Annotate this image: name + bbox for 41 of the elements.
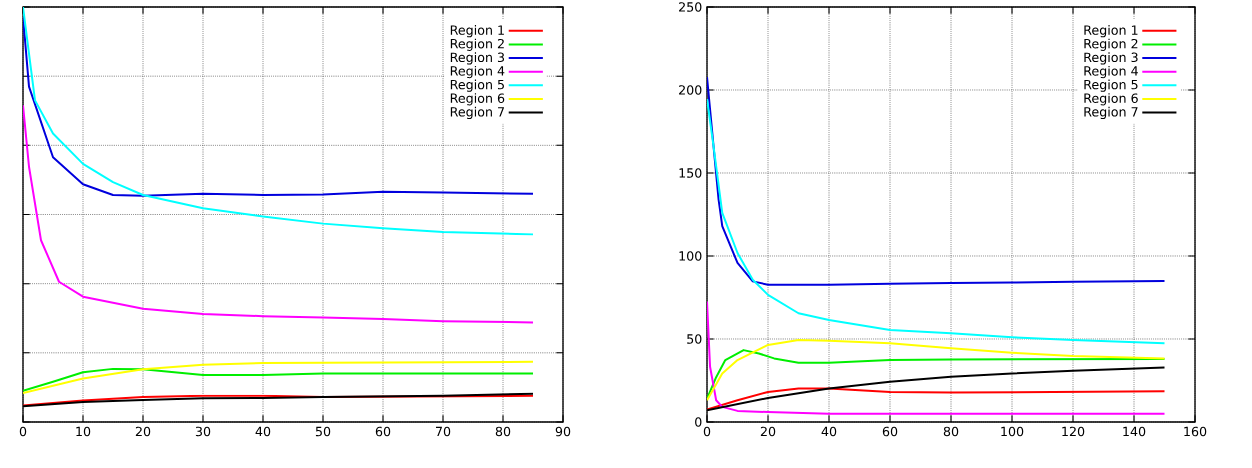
- x-tick-label: 0: [703, 426, 711, 437]
- x-tick-label: 60: [375, 426, 391, 437]
- y-tick-label: 0: [695, 417, 702, 427]
- x-tick-label: 40: [255, 426, 271, 437]
- legend-label: Region 5: [1084, 79, 1138, 92]
- legend-label: Region 7: [1084, 106, 1138, 120]
- x-tick-label: 160: [1184, 426, 1207, 437]
- x-tick-label: 30: [195, 426, 211, 437]
- legend-label: Region 4: [450, 65, 505, 79]
- x-tick-label: 50: [315, 426, 331, 437]
- legend-label: Region 1: [1084, 25, 1138, 38]
- line-series: [707, 387, 1166, 411]
- legend-label: Region 6: [450, 93, 505, 106]
- legend-label: Region 3: [1084, 52, 1138, 65]
- legend-label: Region 5: [450, 79, 504, 92]
- legend-label: Region 4: [1084, 65, 1138, 79]
- legend-label: Region 3: [450, 52, 505, 65]
- line-series: [707, 338, 1166, 402]
- y-tick-label: 150: [679, 168, 702, 178]
- y-tick-label: 50: [687, 334, 702, 344]
- x-tick-label: 70: [435, 426, 451, 437]
- legend-label: Region 7: [450, 106, 504, 120]
- legend-label: Region 2: [1084, 38, 1138, 51]
- legend-label: Region 6: [1084, 93, 1138, 106]
- y-tick-label: 100: [679, 251, 702, 261]
- y-tick-label: 200: [679, 85, 702, 95]
- x-tick-label: 140: [1123, 426, 1146, 437]
- x-tick-label: 90: [555, 426, 571, 437]
- x-tick-label: 60: [882, 426, 898, 437]
- x-tick-label: 80: [943, 426, 959, 437]
- x-tick-label: 10: [76, 426, 91, 437]
- x-tick-label: 40: [821, 426, 837, 437]
- x-tick-label: 20: [760, 426, 776, 437]
- legend-label: Region 1: [450, 25, 504, 38]
- x-tick-label: 0: [19, 426, 27, 437]
- legend-label: Region 2: [450, 38, 504, 51]
- y-tick-label: 250: [679, 2, 702, 12]
- x-tick-label: 80: [495, 426, 511, 437]
- x-tick-label: 20: [135, 426, 151, 437]
- x-tick-label: 120: [1062, 426, 1085, 437]
- x-tick-label: 100: [1001, 426, 1024, 437]
